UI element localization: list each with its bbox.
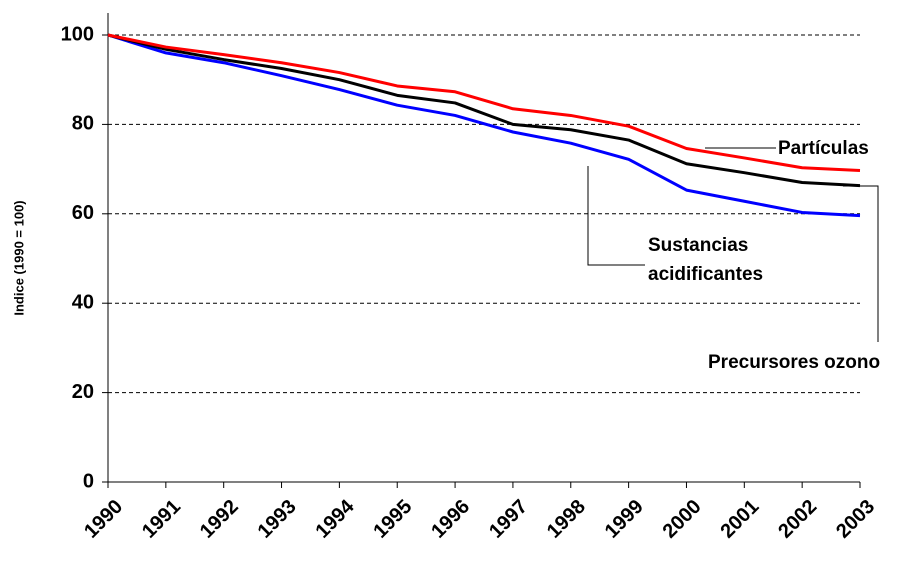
x-tick-label: 2001 bbox=[716, 496, 763, 543]
y-tick-label: 100 bbox=[61, 23, 94, 45]
x-tick-label: 1991 bbox=[138, 496, 185, 543]
x-tick-label: 2003 bbox=[832, 496, 879, 543]
y-tick-label: 40 bbox=[72, 291, 94, 313]
leader-line bbox=[587, 166, 645, 266]
x-tick-label: 1994 bbox=[312, 495, 360, 543]
x-tick-label: 1993 bbox=[254, 496, 301, 543]
y-tick-label: 0 bbox=[83, 470, 94, 492]
series-line bbox=[107, 33, 861, 188]
x-tick-label: 1992 bbox=[196, 496, 243, 543]
series-line bbox=[107, 33, 861, 172]
x-tick-label: 1990 bbox=[80, 496, 127, 543]
x-tick-label: 1999 bbox=[601, 496, 648, 543]
leader-line bbox=[843, 185, 879, 342]
x-tick-label: 2002 bbox=[774, 496, 821, 543]
x-tick-label: 1996 bbox=[427, 496, 474, 543]
y-tick-label: 80 bbox=[72, 113, 94, 135]
y-tick-label: 60 bbox=[72, 202, 94, 224]
y-axis-title: Indice (1990 = 100) bbox=[11, 200, 26, 315]
x-tick-label: 2000 bbox=[659, 496, 706, 543]
series-line bbox=[107, 33, 861, 218]
y-tick-label: 20 bbox=[72, 381, 94, 403]
series-label: Sustancias acidificantes bbox=[648, 235, 764, 285]
x-tick-label: 1998 bbox=[543, 496, 590, 543]
series-label: Partículas bbox=[778, 138, 869, 159]
x-tick-label: 1995 bbox=[369, 496, 416, 543]
x-tick-label: 1997 bbox=[485, 496, 532, 543]
series-label: Precursores ozono bbox=[708, 352, 881, 373]
